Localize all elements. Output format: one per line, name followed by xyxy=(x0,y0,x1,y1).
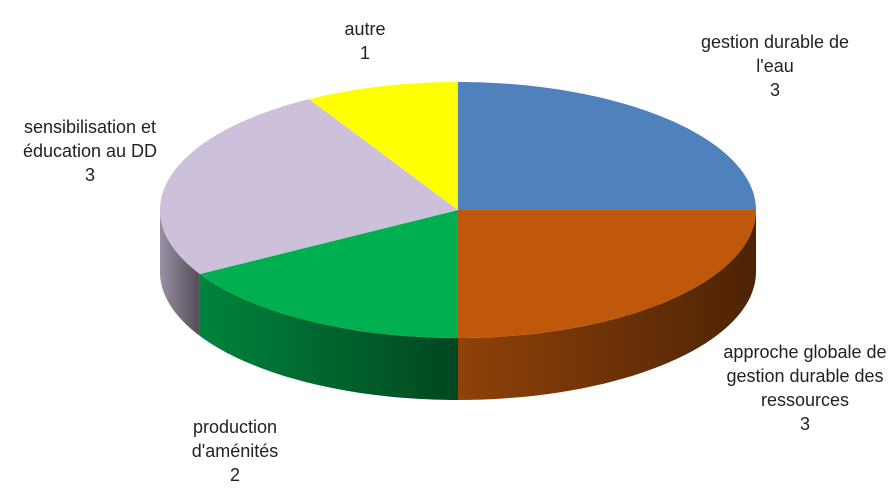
slice-name: autre xyxy=(344,19,386,39)
slice-value: 3 xyxy=(84,165,95,185)
pie-slice xyxy=(458,210,756,338)
slice-name: production d'aménités xyxy=(191,417,279,461)
pie-slice xyxy=(309,82,458,210)
slice-label: production d'aménités 2 xyxy=(160,415,310,487)
slice-value: 2 xyxy=(229,465,240,485)
sides xyxy=(160,210,756,400)
slice-label: gestion durable de l'eau 3 xyxy=(680,30,870,102)
slice-value: 1 xyxy=(359,43,370,63)
slice-value: 3 xyxy=(769,80,780,100)
slice-label: autre 1 xyxy=(315,17,415,65)
pie-slice-side xyxy=(458,210,756,400)
pie-slice xyxy=(458,82,756,210)
pie-slice-side xyxy=(160,210,200,336)
pie-slice xyxy=(160,99,458,274)
slice-name: gestion durable de l'eau xyxy=(700,32,850,76)
slice-label: approche globale de gestion durable des … xyxy=(720,340,890,436)
pie-slice-side xyxy=(199,274,458,400)
slice-name: approche globale de gestion durable des … xyxy=(723,342,887,410)
tops xyxy=(160,82,756,338)
pie-slice xyxy=(199,210,458,338)
slice-value: 3 xyxy=(799,414,810,434)
slice-name: sensibilisation et éducation au DD xyxy=(22,117,158,161)
slice-label: sensibilisation et éducation au DD 3 xyxy=(5,115,175,187)
